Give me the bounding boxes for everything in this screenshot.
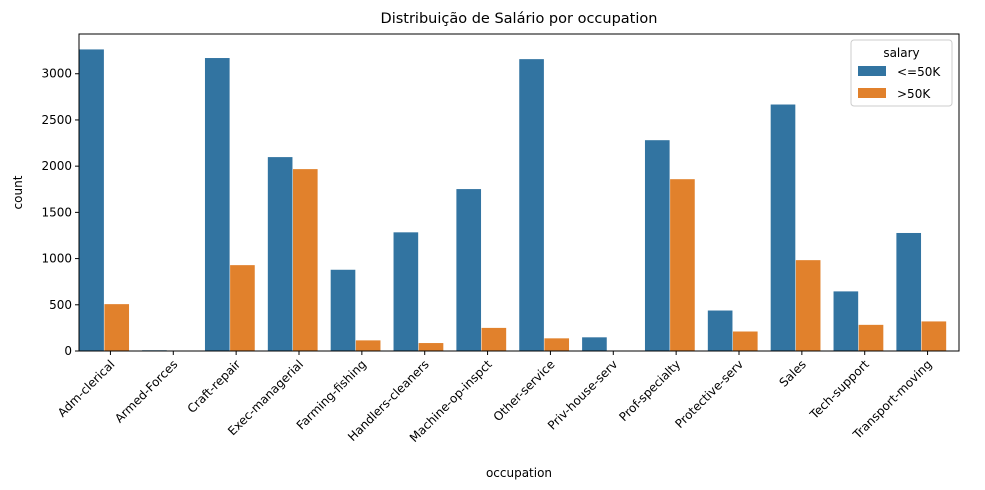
bar-le50k-priv-house-serv <box>582 337 607 351</box>
y-tick-label: 1500 <box>41 205 72 219</box>
legend-swatch <box>858 88 886 98</box>
y-tick-label: 2000 <box>41 159 72 173</box>
bar-gt50k-farming-fishing <box>355 340 381 351</box>
bar-le50k-adm-clerical <box>79 49 104 351</box>
bar-gt50k-sales <box>795 260 821 351</box>
x-tick-label: Sales <box>776 357 808 389</box>
bar-le50k-prof-specialty <box>644 140 670 351</box>
x-tick-label: Adm-clerical <box>55 357 118 420</box>
bar-gt50k-craft-repair <box>230 265 255 351</box>
bar-le50k-sales <box>770 104 796 351</box>
x-axis-label: occupation <box>486 466 552 480</box>
y-tick-label: 2500 <box>41 113 72 127</box>
bar-gt50k-tech-support <box>858 324 884 351</box>
y-tick-label: 0 <box>64 344 72 358</box>
legend: salary <=50K >50K <box>850 39 953 107</box>
legend-label: <=50K <box>897 65 941 79</box>
chart-title: Distribuição de Salário por occupation <box>381 11 658 27</box>
bar-le50k-exec-managerial <box>267 157 293 351</box>
bar-le50k-protective-serv <box>707 310 733 351</box>
y-tick-label: 500 <box>49 298 72 312</box>
y-axis: 0 500 1000 1500 2000 2500 3000 <box>41 67 79 358</box>
bar-le50k-machine-op-inspct <box>456 189 482 351</box>
y-tick-label: 1000 <box>41 252 72 266</box>
x-tick-label: Craft-repair <box>185 357 244 416</box>
x-tick-label: Priv-house-serv <box>545 357 620 432</box>
bar-le50k-transport-moving <box>896 232 922 351</box>
bar-gt50k-protective-serv <box>732 331 758 351</box>
legend-items: <=50K >50K <box>858 65 941 101</box>
bar-gt50k-adm-clerical <box>104 304 130 351</box>
bar-gt50k-other-service <box>544 338 570 351</box>
x-tick-label: Protective-serv <box>672 357 746 431</box>
x-tick-label: Tech-support <box>807 357 872 422</box>
bar-gt50k-prof-specialty <box>670 179 695 351</box>
bar-le50k-other-service <box>519 59 544 352</box>
bar-gt50k-transport-moving <box>921 321 947 351</box>
legend-title: salary <box>883 46 919 60</box>
legend-label: >50K <box>897 87 931 101</box>
bar-gt50k-machine-op-inspct <box>481 327 507 351</box>
bar-gt50k-handlers-cleaners <box>418 343 444 351</box>
bar-le50k-craft-repair <box>204 58 230 352</box>
y-tick-label: 3000 <box>41 67 72 81</box>
y-axis-label: count <box>11 175 25 209</box>
plot-frame <box>78 33 960 352</box>
bar-gt50k-exec-managerial <box>292 169 318 351</box>
bar-le50k-handlers-cleaners <box>393 232 419 351</box>
bar-le50k-farming-fishing <box>330 269 356 351</box>
x-tick-label: Prof-specialty <box>616 357 683 424</box>
bar-le50k-tech-support <box>833 291 859 351</box>
bars <box>79 49 947 352</box>
x-tick-label: Other-service <box>491 357 558 424</box>
legend-swatch <box>858 66 886 76</box>
x-tick-label: Armed-Forces <box>112 357 180 425</box>
